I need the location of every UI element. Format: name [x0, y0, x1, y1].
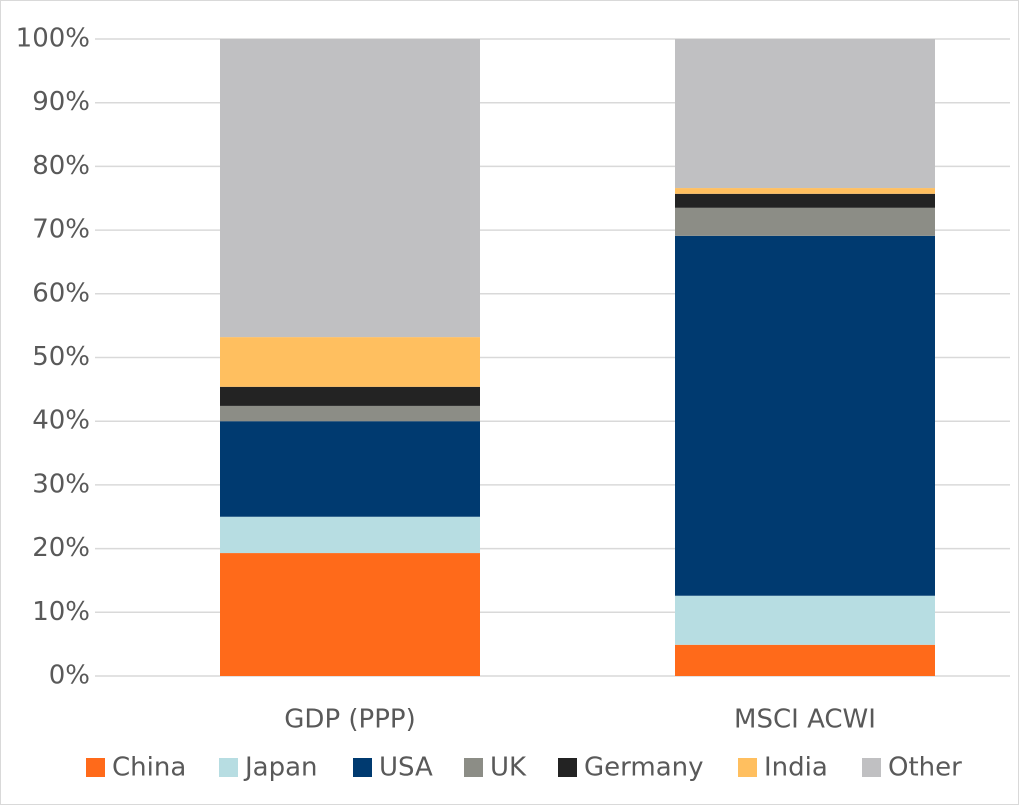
y-tick-label: 70%	[32, 215, 90, 245]
bar-segment	[675, 595, 935, 645]
legend-label: Germany	[584, 753, 704, 783]
bar-segment	[220, 386, 480, 406]
x-tick-label: GDP (PPP)	[284, 705, 415, 735]
bar-segment	[220, 39, 480, 338]
bar-segment	[220, 337, 480, 387]
bar-segment	[220, 516, 480, 554]
legend-swatch	[353, 758, 372, 777]
y-tick-label: 10%	[32, 597, 90, 627]
y-tick-label: 50%	[32, 342, 90, 372]
legend-swatch	[738, 758, 757, 777]
legend-swatch	[86, 758, 105, 777]
legend-swatch	[464, 758, 483, 777]
legend-label: USA	[379, 753, 433, 783]
y-tick-label: 40%	[32, 406, 90, 436]
legend-swatch	[219, 758, 238, 777]
y-tick-label: 0%	[49, 661, 90, 691]
bar-segment	[675, 39, 935, 189]
bar-segment	[675, 644, 935, 676]
bar-segment	[675, 188, 935, 194]
legend-label: Other	[888, 753, 962, 783]
legend-swatch	[862, 758, 881, 777]
legend-label: UK	[490, 753, 527, 783]
legend-label: India	[764, 753, 828, 783]
y-tick-label: 90%	[32, 87, 90, 117]
y-tick-label: 100%	[16, 24, 90, 54]
y-tick-label: 80%	[32, 151, 90, 181]
bar-segment	[220, 553, 480, 676]
bar-segment	[220, 421, 480, 517]
bar-segment	[675, 193, 935, 208]
y-tick-label: 30%	[32, 469, 90, 499]
x-tick-label: MSCI ACWI	[734, 705, 876, 735]
legend-swatch	[558, 758, 577, 777]
bar-segment	[220, 405, 480, 422]
legend-label: China	[112, 753, 186, 783]
y-tick-label: 60%	[32, 278, 90, 308]
bar-segment	[675, 235, 935, 596]
y-tick-label: 20%	[32, 533, 90, 563]
legend-label: Japan	[243, 753, 318, 783]
bar-segment	[675, 207, 935, 236]
